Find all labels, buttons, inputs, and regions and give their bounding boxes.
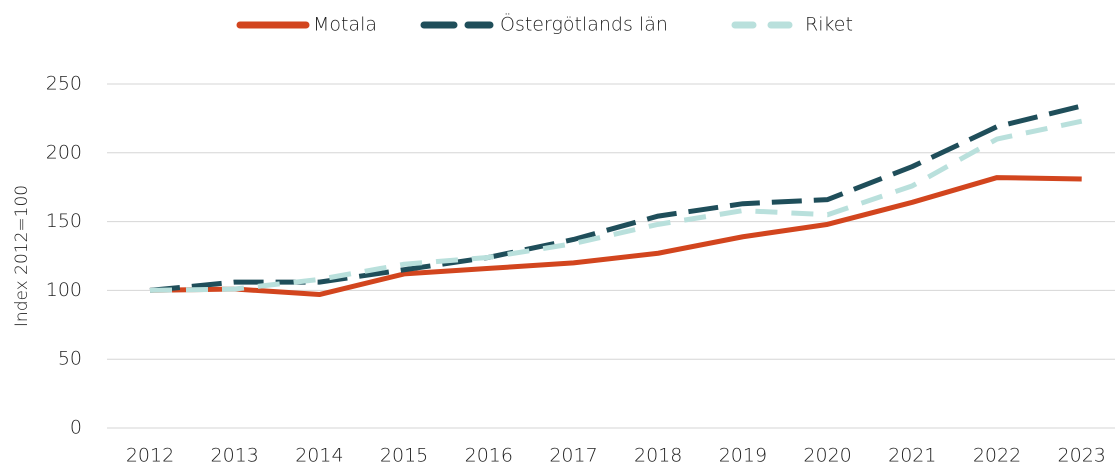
legend-label: Östergötlands län bbox=[500, 13, 668, 36]
y-axis-label: Index 2012=100 bbox=[12, 185, 32, 327]
series-line bbox=[149, 175, 1082, 298]
x-tick-label: 2021 bbox=[888, 445, 936, 467]
x-tick-label: 2022 bbox=[973, 445, 1021, 467]
x-tick-label: 2016 bbox=[465, 445, 513, 467]
x-tick-label: 2015 bbox=[380, 445, 428, 467]
y-tick-label: 250 bbox=[46, 73, 82, 95]
series-line bbox=[149, 118, 1083, 293]
x-tick-label: 2014 bbox=[295, 445, 343, 467]
x-tick-label: 2013 bbox=[211, 445, 259, 467]
y-tick-label: 0 bbox=[70, 417, 82, 439]
y-tick-label: 150 bbox=[46, 210, 82, 232]
series-line bbox=[149, 103, 1083, 293]
legend-label: Riket bbox=[805, 14, 853, 36]
x-tick-label: 2012 bbox=[126, 445, 174, 467]
y-tick-label: 200 bbox=[46, 141, 82, 163]
x-tick-label: 2018 bbox=[634, 445, 682, 467]
x-tick-label: 2020 bbox=[803, 445, 851, 467]
y-tick-label: 50 bbox=[58, 348, 82, 370]
x-tick-label: 2017 bbox=[549, 445, 597, 467]
x-tick-label: 2019 bbox=[719, 445, 767, 467]
y-tick-label: 100 bbox=[46, 279, 82, 301]
x-tick-label: 2023 bbox=[1058, 445, 1106, 467]
legend-label: Motala bbox=[313, 14, 377, 36]
